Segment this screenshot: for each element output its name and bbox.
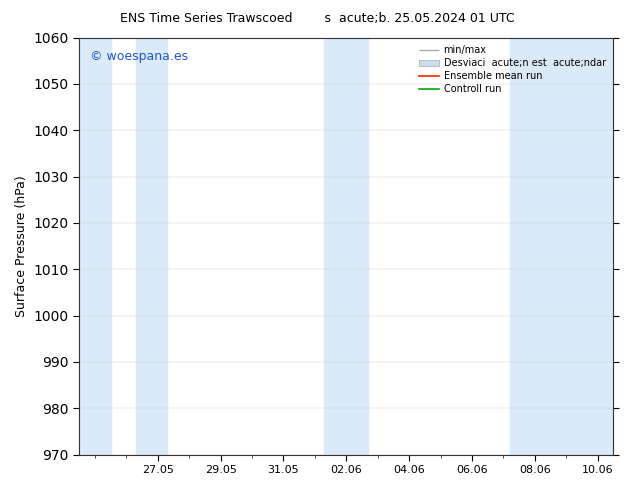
Bar [79,38,111,455]
Bar [510,38,614,455]
Bar [136,38,167,455]
Legend: min/max, Desviaci  acute;n est  acute;ndar, Ensemble mean run, Controll run: min/max, Desviaci acute;n est acute;ndar… [417,43,609,97]
Text: © woespana.es: © woespana.es [90,50,188,63]
Text: ENS Time Series Trawscoed        s  acute;b. 25.05.2024 01 UTC: ENS Time Series Trawscoed s acute;b. 25.… [120,12,514,25]
Y-axis label: Surface Pressure (hPa): Surface Pressure (hPa) [15,175,28,317]
Bar [325,38,368,455]
